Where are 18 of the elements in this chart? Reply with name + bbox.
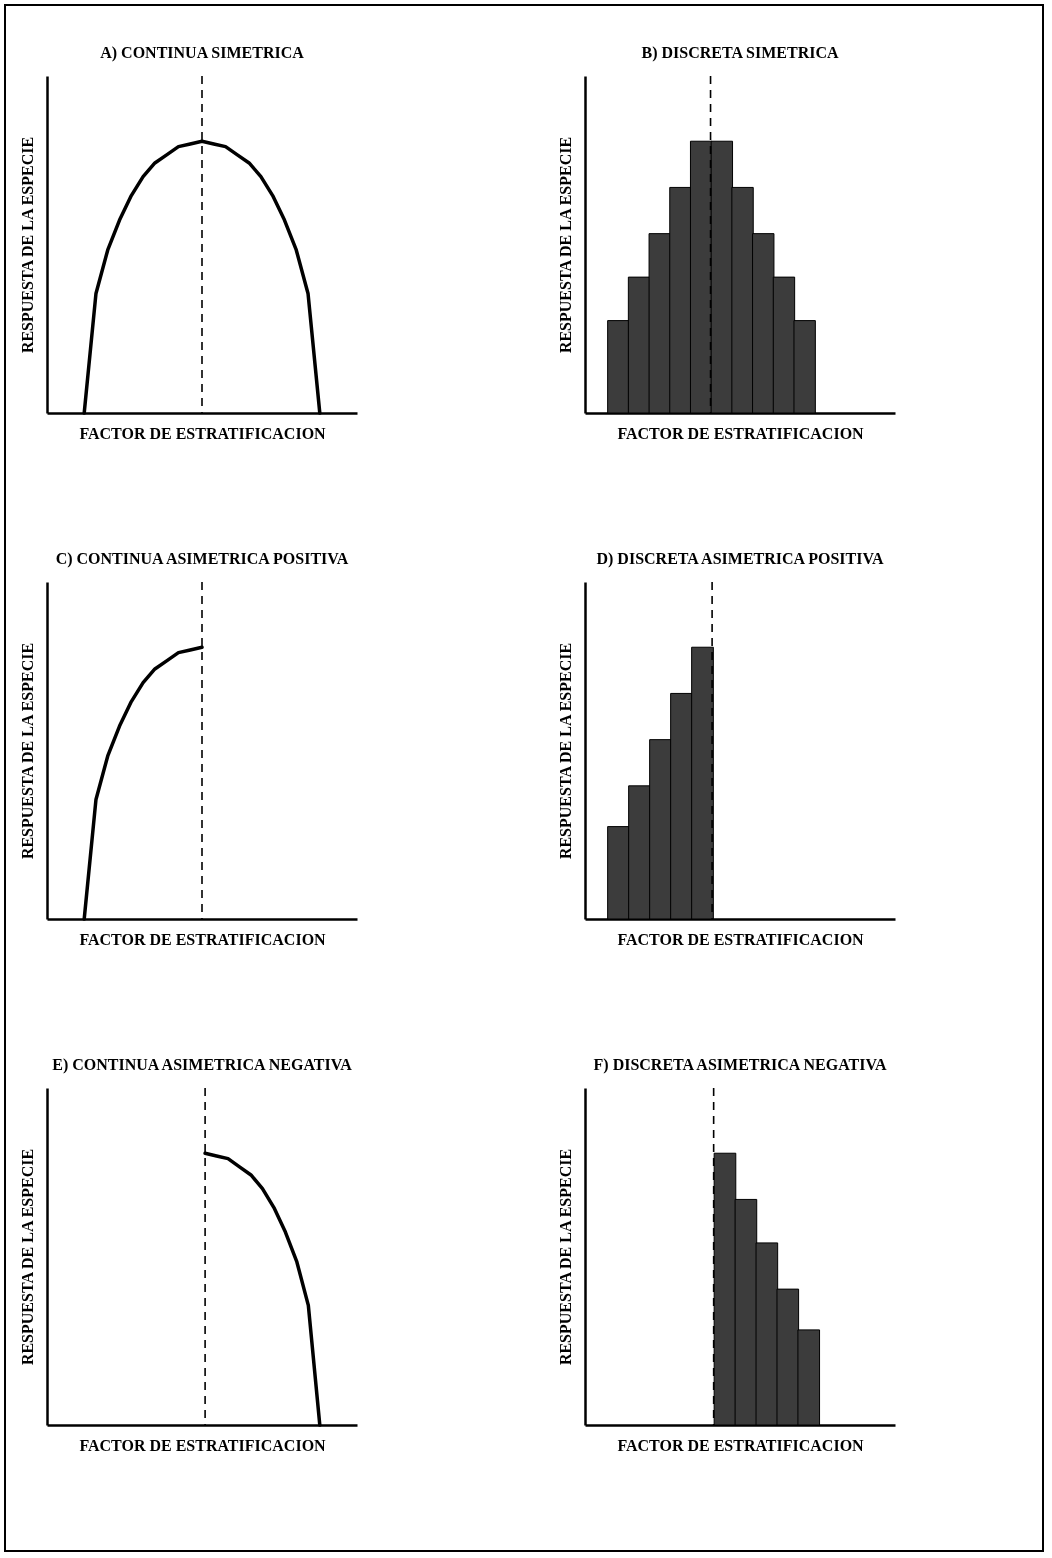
x-axis-title: FACTOR DE ESTRATIFICACION [617,930,865,948]
chart-title: F) DISCRETA ASIMETRICA NEGATIVA [593,1056,887,1075]
y-axis-title: RESPUESTA DE LA ESPECIE [18,642,36,860]
y-axis-title: RESPUESTA DE LA ESPECIE [556,642,574,860]
chart-title: A) CONTINUA SIMETRICA [100,44,305,63]
y-axis-title: RESPUESTA DE LA ESPECIE [18,136,36,354]
chart-title: B) DISCRETA SIMETRICA [641,44,839,63]
x-axis-title: FACTOR DE ESTRATIFICACION [79,930,327,948]
chart-title: E) CONTINUA ASIMETRICA NEGATIVA [52,1056,353,1075]
x-axis-title: FACTOR DE ESTRATIFICACION [79,1436,327,1454]
chart-title: C) CONTINUA ASIMETRICA POSITIVA [55,550,349,569]
y-axis-title: RESPUESTA DE LA ESPECIE [556,136,574,354]
x-axis-title: FACTOR DE ESTRATIFICACION [79,424,327,442]
chart-title: D) DISCRETA ASIMETRICA POSITIVA [596,550,884,569]
y-axis-title: RESPUESTA DE LA ESPECIE [18,1148,36,1366]
x-axis-title: FACTOR DE ESTRATIFICACION [617,424,865,442]
y-axis-title: RESPUESTA DE LA ESPECIE [556,1148,574,1366]
x-axis-title: FACTOR DE ESTRATIFICACION [617,1436,865,1454]
